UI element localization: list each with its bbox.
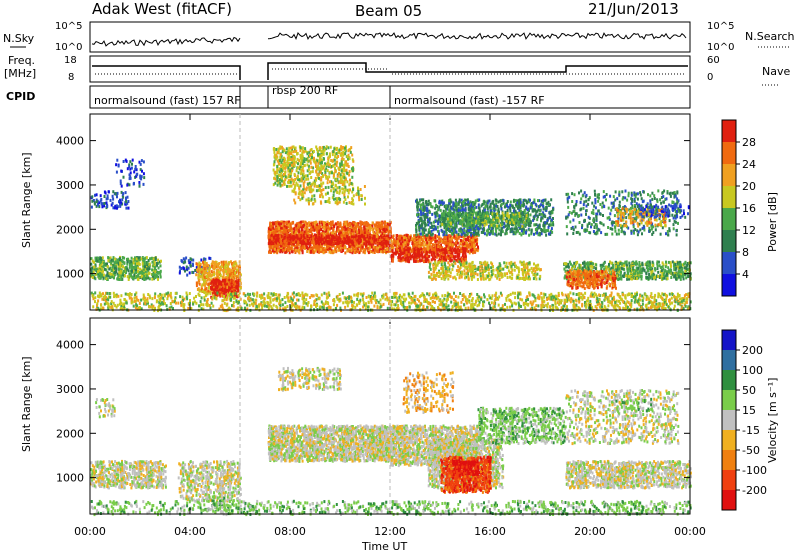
power-colorbar-swatch-7	[722, 274, 736, 297]
time-label-2: 08:00	[274, 525, 306, 538]
beam-title: Beam 05	[355, 2, 422, 20]
velocity-colorbar-swatch-2	[722, 370, 736, 391]
power-colorbar-label-3: 16	[742, 202, 756, 215]
radar-summary-plot: Adak West (fitACF) Beam 05 21/Jun/2013 N…	[0, 0, 800, 554]
power-colorbar-label-5: 24	[742, 158, 756, 171]
power-colorbar-swatch-2	[722, 164, 736, 187]
power-colorbar-label-1: 8	[742, 246, 749, 259]
freq-line-2	[268, 63, 688, 80]
nsky-line	[92, 33, 686, 46]
velocity-colorbar-swatch-3	[722, 390, 736, 411]
power-panel: 1000 2000 3000 4000 Slant Range [km]	[20, 114, 692, 312]
power-echo-region-15	[428, 260, 542, 281]
nave-tick-top: 60	[707, 55, 720, 66]
cpid-label: CPID	[6, 90, 35, 103]
power-colorbar-swatch-3	[722, 186, 736, 209]
nsky-tick-bottom: 10^0	[55, 42, 82, 53]
velocity-colorbar-swatch-7	[722, 470, 736, 491]
cpid-segment-1: normalsound (fast) 157 RF	[94, 94, 241, 107]
velocity-ytick-label-2: 3000	[56, 383, 84, 396]
velocity-ytick-label-0: 1000	[56, 472, 84, 485]
time-axis-labels: 00:00 04:00 08:00 12:00 16:00 20:00 00:00	[74, 525, 706, 538]
nsky-panel: N.Sky 10^5 10^0 10^5 10^0 N.Search	[3, 21, 795, 53]
cpid-segment-3: normalsound (fast) -157 RF	[394, 94, 545, 107]
velocity-colorbar-label-0: 200	[742, 344, 763, 357]
velocity-ytick-label-1: 2000	[56, 427, 84, 440]
nsearch-tick-top: 10^5	[707, 21, 734, 32]
cpid-segment-2: rbsp 200 RF	[272, 84, 338, 97]
time-label-4: 16:00	[474, 525, 506, 538]
velocity-colorbar-label-1: 100	[742, 364, 763, 377]
time-label-5: 20:00	[574, 525, 606, 538]
nave-label: Nave	[762, 65, 790, 78]
freq-frame	[90, 56, 690, 82]
power-colorbar-swatch-4	[722, 208, 736, 231]
power-ytick-label-3: 4000	[56, 135, 84, 148]
freq-label-1: Freq.	[8, 54, 35, 67]
velocity-colorbar-label-7: -200	[742, 484, 767, 497]
nsky-label: N.Sky	[3, 32, 35, 45]
time-label-0: 00:00	[74, 525, 106, 538]
power-colorbar-swatch-5	[722, 230, 736, 253]
velocity-panel: 1000 2000 3000 4000 Slant Range [km]	[20, 318, 692, 516]
cpid-row: CPID normalsound (fast) 157 RF rbsp 200 …	[6, 84, 690, 108]
nsky-tick-top: 10^5	[55, 21, 82, 32]
power-colorbar-swatch-1	[722, 142, 736, 165]
time-label-6: 00:00	[674, 525, 706, 538]
freq-trace	[92, 63, 688, 80]
velocity-colorbar-label-3: 15	[742, 404, 756, 417]
velocity-colorbar-swatch-1	[722, 350, 736, 371]
power-colorbar-label: Power [dB]	[766, 192, 779, 252]
velocity-colorbar-label-5: -50	[742, 444, 760, 457]
velocity-colorbar-swatch-0	[722, 330, 736, 351]
freq-panel: Freq. [MHz] 18 8 60 0 Nave	[4, 54, 790, 85]
power-ytick-label-2: 3000	[56, 179, 84, 192]
velocity-colorbar-label: Velocity [m s⁻¹]	[766, 378, 779, 463]
power-colorbar-swatch-0	[722, 120, 736, 143]
nave-tick-bottom: 0	[707, 72, 713, 83]
time-label-1: 04:00	[174, 525, 206, 538]
velocity-echo-region-13	[565, 460, 692, 490]
station-title: Adak West (fitACF)	[92, 0, 232, 18]
power-colorbar-label-0: 4	[742, 268, 749, 281]
freq-tick-bottom: 8	[68, 72, 74, 83]
velocity-ylabel: Slant Range [km]	[20, 356, 33, 452]
velocity-colorbar-label-2: 50	[742, 384, 756, 397]
velocity-colorbar-label-4: -15	[742, 424, 760, 437]
velocity-colorbar-swatch-8	[722, 490, 736, 511]
nsky-trace	[92, 33, 686, 46]
freq-label-2: [MHz]	[4, 67, 36, 80]
freq-line-1	[92, 66, 240, 80]
freq-tick-top: 18	[64, 55, 77, 66]
power-ytick-label-1: 2000	[56, 223, 84, 236]
power-colorbar: 4 8 12 16 20 24 28	[722, 120, 756, 297]
power-colorbar-label-4: 20	[742, 180, 756, 193]
power-colorbar-swatch-6	[722, 252, 736, 275]
velocity-colorbar-label-6: -100	[742, 464, 767, 477]
nsearch-label: N.Search	[745, 30, 795, 43]
power-colorbar-label-2: 12	[742, 224, 756, 237]
nsearch-tick-bottom: 10^0	[707, 42, 734, 53]
velocity-ytick-label-3: 4000	[56, 339, 84, 352]
power-ytick-label-0: 1000	[56, 268, 84, 281]
velocity-colorbar-swatch-4	[722, 410, 736, 431]
power-colorbar-label-6: 28	[742, 136, 756, 149]
velocity-colorbar-swatch-6	[722, 450, 736, 471]
date-title: 21/Jun/2013	[588, 0, 679, 18]
xaxis-title: Time UT	[361, 540, 407, 553]
velocity-colorbar-swatch-5	[722, 430, 736, 451]
time-label-3: 12:00	[374, 525, 406, 538]
velocity-colorbar: 200 100 50 15 -15 -50 -100 -200	[722, 330, 767, 511]
velocity-echo-region-5	[268, 424, 392, 463]
power-ylabel: Slant Range [km]	[20, 152, 33, 248]
